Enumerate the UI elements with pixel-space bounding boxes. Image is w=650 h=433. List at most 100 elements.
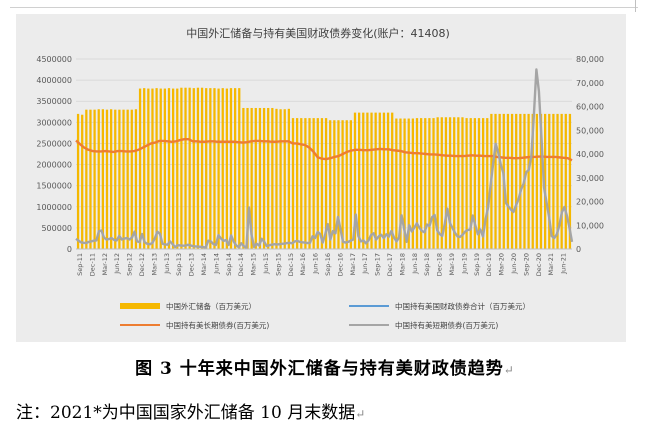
y-left-tick-label: 4500000	[36, 55, 72, 64]
bar	[234, 88, 237, 249]
bar	[151, 88, 154, 249]
bar	[225, 88, 228, 249]
footnote-text: 注：2021*为中国国家外汇储备 10 月末数据	[16, 403, 356, 423]
x-tick-label: Dec-18	[436, 253, 444, 276]
y-right-tick-label: 20,000	[576, 198, 604, 207]
y-right-tick-label: 70,000	[576, 79, 604, 88]
bar	[283, 109, 286, 250]
bar	[444, 117, 448, 250]
x-tick-label: Sep-17	[374, 253, 382, 276]
bar	[105, 109, 109, 249]
bar	[436, 117, 439, 250]
x-tick-label: Dec-16	[336, 253, 344, 276]
x-tick-label: Mar-12	[101, 253, 109, 275]
legend-label: 中国持有美短期债券(百万美元)	[395, 320, 498, 330]
x-tick-label: Mar-14	[200, 253, 208, 275]
bar	[110, 109, 113, 250]
x-tick-label: Mar-20	[498, 253, 506, 275]
gridlines	[76, 58, 572, 250]
x-tick-label: Sep-12	[126, 253, 134, 276]
x-tick-label: Mar-13	[150, 253, 158, 275]
bar	[515, 113, 518, 249]
bar	[130, 109, 133, 249]
bar	[564, 113, 567, 249]
x-tick-label: Mar-19	[448, 253, 456, 275]
x-tick-label: Dec-17	[386, 253, 394, 276]
bar	[461, 117, 464, 250]
bar	[238, 88, 241, 249]
bar	[114, 109, 117, 249]
y-axis-right: 0 10,000 20,000 30,000 40,000 50,000 60,000 70,…	[576, 55, 604, 254]
x-tick-label: Jun-12	[113, 253, 121, 275]
y-right-tick-label: 60,000	[576, 103, 604, 112]
y-left-tick-label: 3500000	[36, 97, 72, 106]
chart: 中国外汇储备与持有美国财政债券变化(账户：41408) 0 500000 10000…	[36, 26, 604, 330]
bar	[539, 113, 543, 249]
bar	[535, 113, 538, 249]
bar	[333, 120, 336, 249]
x-tick-label: Sep-11	[76, 253, 84, 276]
bar	[498, 113, 501, 249]
bar	[482, 118, 485, 249]
legend-label: 中国持有美国财政债券合计（百万美元）	[395, 301, 530, 311]
bar	[486, 118, 489, 249]
x-tick-label: Sep-20	[522, 253, 530, 276]
bar	[275, 108, 278, 249]
x-tick-label: Dec-13	[188, 253, 196, 276]
x-tick-label: Jun-14	[212, 253, 220, 275]
x-tick-label: Mar-16	[299, 253, 307, 275]
top-rule	[10, 7, 638, 8]
x-tick-label: Dec-15	[287, 253, 295, 276]
bar	[494, 113, 497, 249]
return-mark: ↵	[503, 363, 515, 377]
bar	[184, 87, 187, 250]
y-left-tick-label: 1000000	[36, 203, 72, 212]
bar	[548, 113, 551, 249]
bar	[134, 109, 138, 250]
bar	[93, 109, 96, 249]
y-left-tick-label: 2000000	[36, 161, 72, 170]
bar-series-fx-reserves	[76, 87, 572, 250]
chart-panel: 中国外汇储备与持有美国财政债券变化(账户：41408) 0 500000 10000…	[16, 14, 626, 342]
bar	[469, 118, 472, 249]
y-left-tick-label: 3000000	[36, 118, 72, 127]
bar	[506, 113, 510, 249]
bar	[138, 88, 142, 249]
x-tick-label: Jun-16	[312, 253, 320, 275]
bar	[382, 112, 386, 250]
bar	[552, 113, 555, 249]
bar	[403, 118, 406, 249]
x-tick-label: Sep-15	[274, 253, 282, 276]
bar	[316, 118, 319, 249]
bar	[304, 118, 307, 249]
bar	[556, 113, 559, 249]
bar	[560, 113, 563, 249]
bar	[296, 118, 299, 249]
bar	[337, 120, 340, 249]
bar	[477, 118, 481, 249]
x-tick-label: Dec-19	[485, 253, 493, 276]
x-tick-label: Jun-18	[411, 253, 419, 275]
y-left-tick-label: 1500000	[36, 182, 72, 191]
x-tick-label: Mar-21	[547, 253, 555, 275]
bar	[143, 88, 146, 249]
bar	[428, 118, 431, 249]
y-right-tick-label: 40,000	[576, 150, 604, 159]
bar	[163, 88, 166, 249]
bar	[262, 107, 266, 249]
y-right-tick-label: 10,000	[576, 221, 604, 230]
bar	[391, 112, 394, 250]
bar	[76, 113, 80, 249]
x-tick-label: Sep-13	[175, 253, 183, 276]
bar	[229, 88, 233, 249]
bar	[97, 109, 100, 250]
legend: 中国外汇储备（百万美元） 中国持有美国财政债券合计（百万美元） 中国持有美长期债券(…	[120, 301, 530, 330]
bar	[353, 112, 357, 250]
x-tick-label: Dec-20	[535, 253, 543, 276]
bar	[568, 113, 572, 249]
bar	[415, 118, 419, 249]
x-tick-label: Mar-18	[398, 253, 406, 275]
bar	[122, 109, 125, 249]
x-tick-label: Dec-11	[88, 253, 96, 276]
bar	[424, 118, 427, 249]
